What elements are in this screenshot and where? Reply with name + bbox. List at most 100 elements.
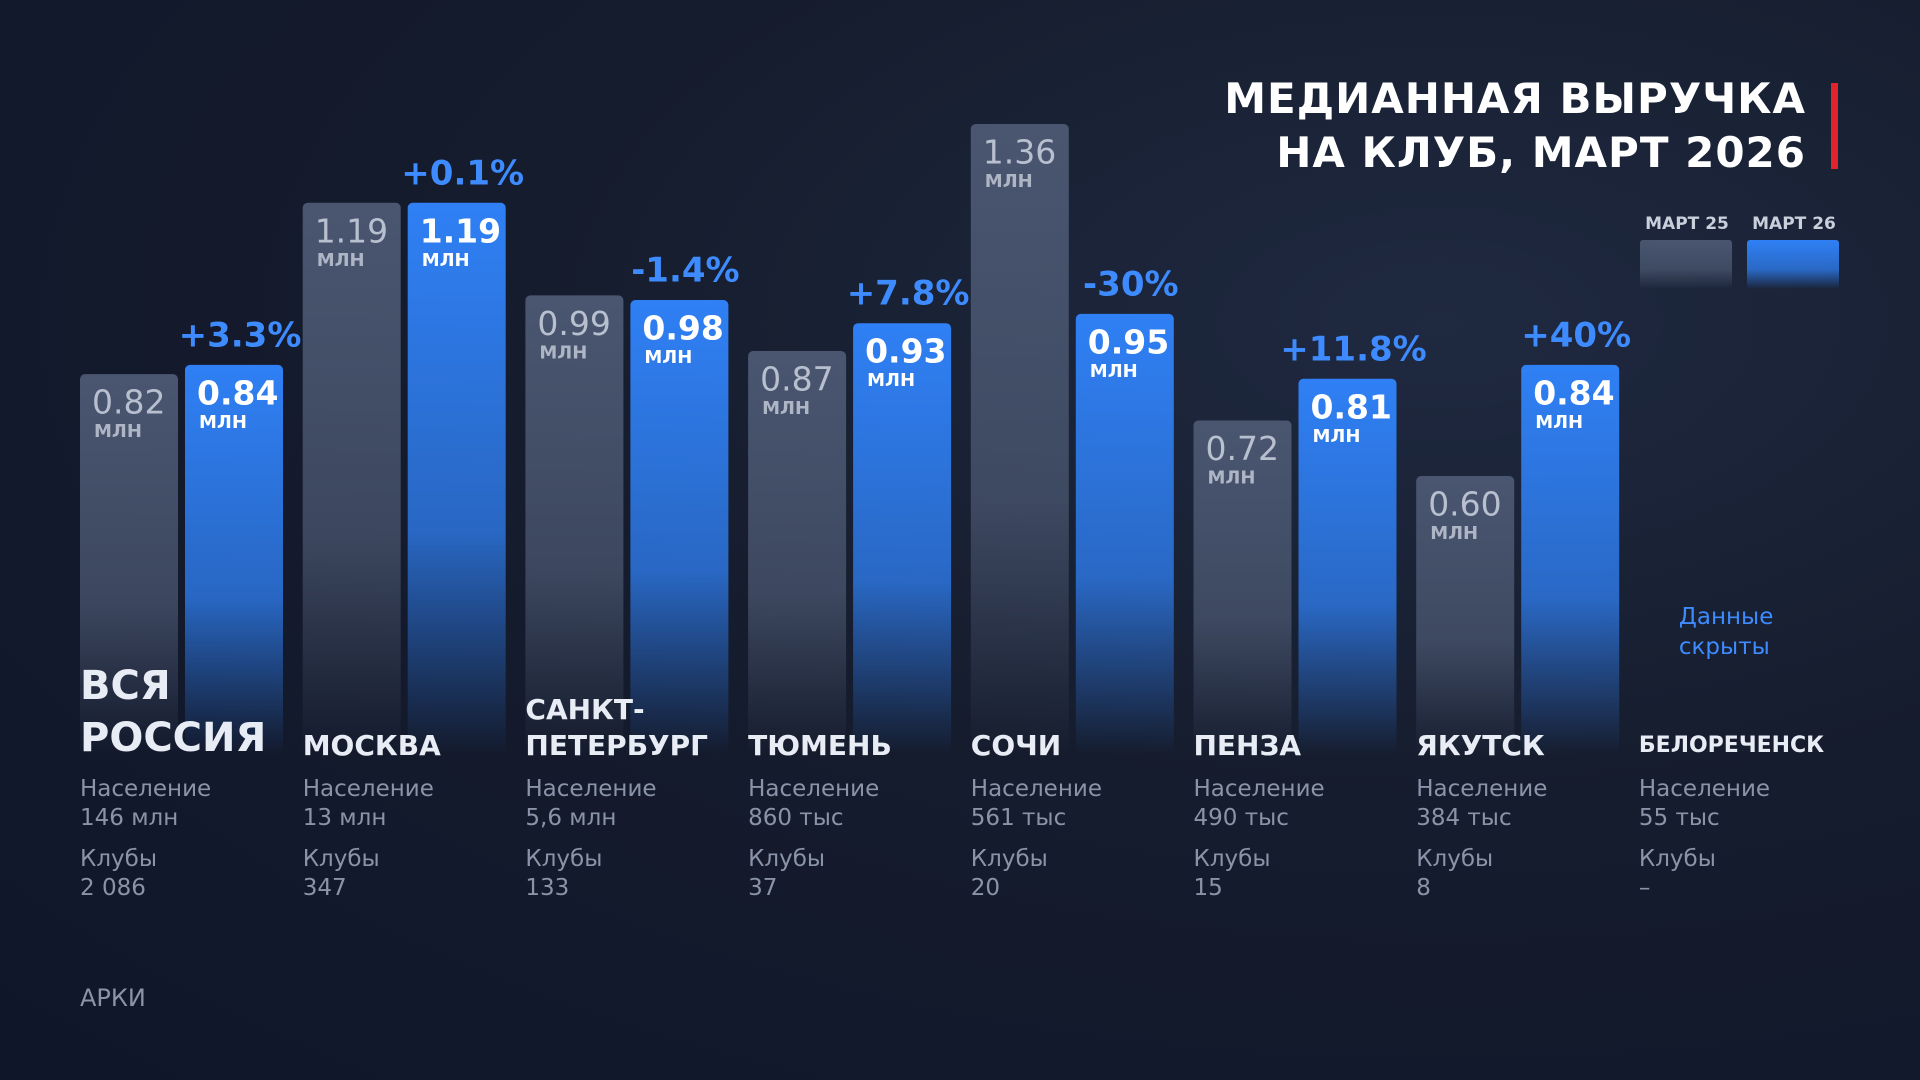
value-unit: МЛН bbox=[1535, 412, 1583, 433]
value-label: 0.99 bbox=[537, 304, 610, 343]
change-label: +40% bbox=[1521, 315, 1631, 355]
clubs-caption: Клубы bbox=[302, 846, 380, 872]
value-unit: МЛН bbox=[1430, 523, 1478, 544]
source: АРКИ bbox=[80, 984, 146, 1012]
value-label: 0.95 bbox=[1088, 322, 1169, 361]
value-unit: МЛН bbox=[1208, 467, 1256, 488]
clubs-caption: Клубы bbox=[1638, 846, 1716, 872]
bar bbox=[407, 202, 506, 754]
bar bbox=[1075, 313, 1174, 754]
clubs-caption: Клубы bbox=[525, 846, 603, 872]
bar bbox=[80, 374, 178, 754]
value-label: 0.81 bbox=[1311, 387, 1392, 426]
value-label: 1.19 bbox=[315, 211, 388, 250]
value-unit: МЛН bbox=[539, 342, 587, 363]
population-value: 490 тыс bbox=[1193, 805, 1289, 831]
value-unit: МЛН bbox=[1090, 361, 1138, 382]
value-label: 1.19 bbox=[420, 211, 501, 250]
clubs-value: 8 bbox=[1416, 875, 1431, 901]
chart-title: НА КЛУБ, МАРТ 2026 bbox=[1276, 128, 1806, 177]
bar bbox=[1193, 420, 1292, 754]
bar bbox=[302, 202, 401, 754]
population-caption: Население bbox=[80, 776, 212, 802]
clubs-value: 37 bbox=[748, 875, 778, 901]
clubs-caption: Клубы bbox=[970, 846, 1048, 872]
value-label: 0.93 bbox=[865, 332, 946, 371]
value-unit: МЛН bbox=[644, 347, 692, 368]
clubs-caption: Клубы bbox=[1416, 846, 1494, 872]
population-caption: Население bbox=[302, 776, 434, 802]
clubs-value: – bbox=[1638, 875, 1651, 901]
change-label: +11.8% bbox=[1280, 329, 1426, 369]
clubs-value: 15 bbox=[1193, 875, 1223, 901]
bar bbox=[970, 124, 1069, 754]
bar bbox=[1416, 476, 1515, 754]
hidden-note: Данные скрыты bbox=[1678, 604, 1774, 660]
legend-swatch bbox=[1747, 240, 1839, 289]
value-unit: МЛН bbox=[1313, 426, 1361, 447]
clubs-caption: Клубы bbox=[80, 846, 157, 872]
population-value: 860 тыс bbox=[748, 805, 844, 831]
value-label: 0.98 bbox=[642, 309, 723, 348]
legend-swatch bbox=[1640, 240, 1732, 289]
bar bbox=[748, 350, 847, 754]
value-unit: МЛН bbox=[762, 398, 810, 419]
population-value: 5,6 млн bbox=[525, 805, 617, 831]
value-label: 0.72 bbox=[1206, 429, 1279, 468]
population-caption: Население bbox=[748, 776, 880, 802]
change-label: +7.8% bbox=[847, 274, 970, 314]
value-label: 0.84 bbox=[1533, 373, 1614, 412]
value-unit: МЛН bbox=[199, 412, 247, 433]
population-caption: Население bbox=[1638, 776, 1771, 802]
change-label: -30% bbox=[1083, 264, 1179, 304]
value-unit: МЛН bbox=[94, 421, 142, 442]
clubs-value: 20 bbox=[970, 875, 1001, 901]
change-label: -1.4% bbox=[631, 251, 739, 291]
value-label: 0.60 bbox=[1428, 485, 1501, 524]
population-caption: Население bbox=[1416, 776, 1548, 802]
population-caption: Население bbox=[525, 776, 657, 802]
population-value: 384 тыс bbox=[1416, 805, 1512, 831]
category-label: САНКТ-ПЕТЕРБУРГ bbox=[525, 693, 708, 762]
category-label: ВСЯ РОССИЯ bbox=[80, 663, 267, 761]
value-unit: МЛН bbox=[422, 250, 470, 271]
clubs-value: 133 bbox=[525, 875, 570, 901]
bar bbox=[185, 364, 283, 754]
value-unit: МЛН bbox=[985, 171, 1033, 192]
category-label: ПЕНЗА bbox=[1193, 729, 1302, 762]
value-label: 0.87 bbox=[760, 359, 833, 398]
bar bbox=[630, 300, 729, 754]
bar bbox=[1298, 378, 1397, 754]
population-value: 13 млн bbox=[302, 805, 387, 831]
chart-title: МЕДИАННАЯ ВЫРУЧКА bbox=[1224, 74, 1806, 123]
category-label: МОСКВА bbox=[302, 729, 441, 762]
clubs-value: 347 bbox=[302, 875, 347, 901]
change-label: +3.3% bbox=[179, 315, 302, 355]
value-unit: МЛН bbox=[867, 370, 915, 391]
category-label: ЯКУТСК bbox=[1416, 729, 1545, 762]
population-caption: Население bbox=[1193, 776, 1325, 802]
value-label: 0.82 bbox=[92, 383, 165, 422]
population-value: 561 тыс bbox=[970, 805, 1067, 831]
bar bbox=[853, 323, 952, 754]
category-label: СОЧИ bbox=[970, 729, 1062, 762]
category-label: БЕЛОРЕЧЕНСК bbox=[1638, 733, 1825, 758]
clubs-caption: Клубы bbox=[748, 846, 826, 872]
population-value: 146 млн bbox=[80, 805, 179, 831]
category-label: ТЮМЕНЬ bbox=[748, 729, 892, 762]
clubs-caption: Клубы bbox=[1193, 846, 1271, 872]
title-accent bbox=[1831, 83, 1838, 169]
legend-label: МАРТ 26 bbox=[1752, 214, 1836, 234]
bar bbox=[525, 295, 624, 754]
bar bbox=[1521, 364, 1620, 754]
value-unit: МЛН bbox=[317, 250, 365, 271]
change-label: +0.1% bbox=[401, 153, 524, 193]
clubs-value: 2 086 bbox=[80, 875, 146, 901]
value-label: 0.84 bbox=[197, 373, 278, 412]
value-label: 1.36 bbox=[983, 133, 1056, 172]
population-value: 55 тыс bbox=[1638, 805, 1720, 831]
legend-label: МАРТ 25 bbox=[1645, 214, 1729, 234]
population-caption: Население bbox=[970, 776, 1102, 802]
